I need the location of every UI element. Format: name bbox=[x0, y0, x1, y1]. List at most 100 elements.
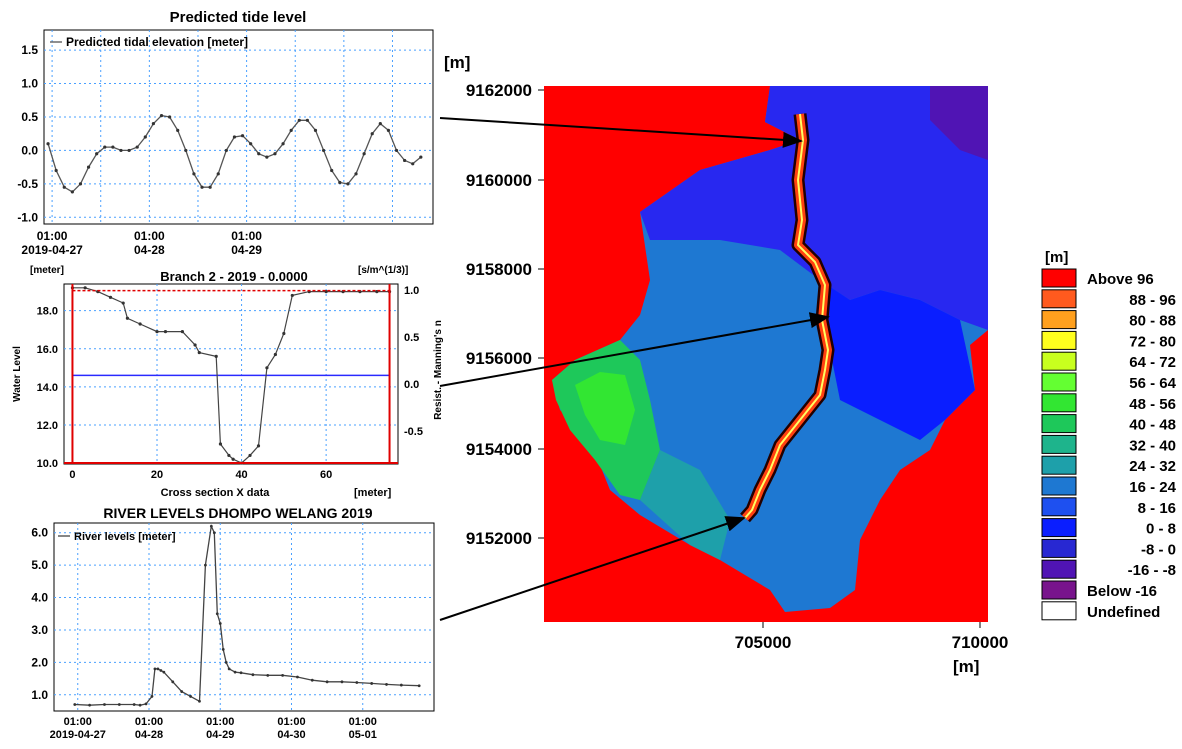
legend-swatch bbox=[1041, 310, 1077, 330]
river-level-data-point bbox=[132, 703, 136, 706]
cross-section-x-label: Cross section X data bbox=[161, 487, 271, 499]
river-level-data-point bbox=[153, 667, 157, 671]
river-level-x-tick-date: 2019-04-27 bbox=[50, 729, 106, 741]
river-level-y-tick-label: 1.0 bbox=[31, 688, 48, 702]
river-level-x-tick-date: 04-29 bbox=[206, 729, 234, 741]
river-level-x-tick-time: 01:00 bbox=[349, 716, 377, 728]
map-axis-ticks bbox=[538, 89, 981, 628]
river-level-y-tick-label: 5.0 bbox=[31, 558, 48, 572]
river-level-x-tick-time: 01:00 bbox=[64, 716, 92, 728]
legend-swatch bbox=[1041, 351, 1077, 371]
tide-data-point bbox=[403, 158, 407, 163]
tide-arrow bbox=[439, 117, 803, 148]
tide-data-point bbox=[313, 128, 318, 132]
river-level-data-point bbox=[73, 703, 77, 706]
river-level-data-point bbox=[355, 681, 359, 684]
tide-data-point bbox=[346, 182, 350, 186]
tide-data-point bbox=[273, 152, 277, 156]
cross-section-y-tick-label: 14.0 bbox=[37, 382, 58, 394]
river-level-plot-frame bbox=[53, 522, 435, 712]
legend-items: Above 96 88 - 96 80 - 88 72 - 80 64 - 72 56 -… bbox=[1041, 268, 1177, 621]
tide-x-tick-time: 01:00 bbox=[231, 229, 262, 243]
river-level-y-tick-labels: 6.0 5.0 4.0 3.0 2.0 1.0 bbox=[31, 526, 48, 702]
river-level-y-tick-label: 6.0 bbox=[31, 526, 48, 540]
river-level-data-point bbox=[180, 690, 184, 693]
tide-data-point bbox=[354, 172, 358, 176]
river-level-x-tick-date: 04-30 bbox=[277, 729, 305, 741]
river-level-data-point bbox=[209, 524, 213, 528]
tide-data-point bbox=[378, 122, 382, 126]
tide-data-point bbox=[411, 162, 415, 166]
cross-section-y-tick-label: 12.0 bbox=[37, 420, 58, 432]
bed-profile-point bbox=[121, 301, 125, 305]
cross-section-title: Branch 2 - 2019 - 0.0000 bbox=[160, 269, 307, 284]
river-level-data-point bbox=[417, 684, 421, 688]
tide-legend-label: Predicted tidal elevation [meter] bbox=[66, 35, 248, 49]
legend-label: 24 - 32 bbox=[1129, 458, 1176, 475]
cross-section-x-tick-label: 60 bbox=[320, 469, 332, 481]
tide-y-tick-label: 0.0 bbox=[21, 143, 38, 157]
tide-data-point bbox=[338, 180, 342, 185]
tide-data-point bbox=[224, 148, 228, 153]
cross-section-y-tick-label: 16.0 bbox=[37, 344, 58, 356]
legend-swatch bbox=[1041, 434, 1077, 454]
bed-profile-point bbox=[290, 293, 294, 298]
legend-swatch bbox=[1041, 601, 1077, 621]
river-level-data-point bbox=[385, 683, 388, 686]
river-level-data-point bbox=[224, 660, 228, 664]
river-level-data-point bbox=[399, 683, 403, 687]
river-level-data-point bbox=[162, 670, 166, 674]
river-level-data-point bbox=[150, 695, 154, 698]
tide-y-tick-label: 1.0 bbox=[21, 77, 38, 91]
river-level-data-point bbox=[88, 703, 92, 707]
tide-data-point bbox=[362, 152, 366, 156]
legend-label: -16 - -8 bbox=[1128, 562, 1176, 579]
legend-swatch bbox=[1041, 330, 1077, 350]
cross-section-plot-frame bbox=[63, 283, 399, 465]
legend-swatch bbox=[1041, 455, 1077, 475]
cross-section-y-label: Water Level bbox=[12, 346, 23, 402]
deepest-zone bbox=[930, 86, 988, 160]
river-channel-centerline bbox=[744, 113, 829, 519]
tide-data-point bbox=[119, 148, 123, 153]
legend-swatch bbox=[1041, 580, 1077, 600]
tide-chart: Predicted tide level 1.5 1.0 0.5 0.0 -0.5 -1.… bbox=[17, 9, 434, 257]
river-level-data-point bbox=[251, 673, 255, 677]
river-level-data-point bbox=[281, 673, 284, 677]
cross-section-x-tick-label: 0 bbox=[69, 469, 75, 481]
legend-swatch bbox=[1041, 476, 1077, 496]
map-x-tick-labels: 705000 710000 bbox=[735, 633, 1009, 652]
cross-section-chart: Branch 2 - 2019 - 0.0000 [meter] [s/m^(1… bbox=[12, 265, 444, 499]
cross-section-x-unit: [meter] bbox=[354, 487, 392, 499]
legend-label: 80 - 88 bbox=[1129, 313, 1176, 330]
river-level-x-tick-time: 01:00 bbox=[277, 716, 305, 728]
tide-data-point bbox=[330, 168, 334, 173]
cross-section-x-tick-label: 20 bbox=[151, 469, 163, 481]
legend-label: 32 - 40 bbox=[1129, 437, 1176, 454]
river-level-chart: RIVER LEVELS DHOMPO WELANG 2019 6.0 5.0 4.… bbox=[31, 505, 435, 741]
cross-section-y2-label: Resist. - Manning's n bbox=[433, 320, 444, 420]
bed-profile-point bbox=[282, 331, 286, 336]
tide-data-point bbox=[289, 128, 293, 132]
tide-data-point bbox=[370, 132, 374, 136]
legend-label: -8 - 0 bbox=[1141, 541, 1176, 558]
tide-data-point bbox=[103, 145, 107, 149]
river-level-legend-label: River levels [meter] bbox=[74, 531, 176, 543]
tide-data-point bbox=[232, 135, 237, 139]
legend-label: 48 - 56 bbox=[1129, 396, 1176, 413]
tide-data-point bbox=[111, 145, 115, 149]
bed-profile-point bbox=[138, 322, 142, 326]
bed-profile-point bbox=[108, 295, 113, 299]
tide-data-point bbox=[240, 134, 245, 138]
tide-grid bbox=[44, 30, 433, 224]
tide-data-point bbox=[168, 115, 172, 119]
map-x-tick-label: 710000 bbox=[952, 633, 1009, 652]
legend-swatch bbox=[1041, 289, 1077, 309]
tide-data-point bbox=[143, 135, 147, 139]
tide-data-point bbox=[151, 122, 156, 126]
map-y-tick-label: 9160000 bbox=[466, 171, 532, 190]
cross-section-y-tick-label: 18.0 bbox=[37, 306, 58, 318]
cross-section-right-unit: [s/m^(1/3)] bbox=[358, 265, 408, 276]
